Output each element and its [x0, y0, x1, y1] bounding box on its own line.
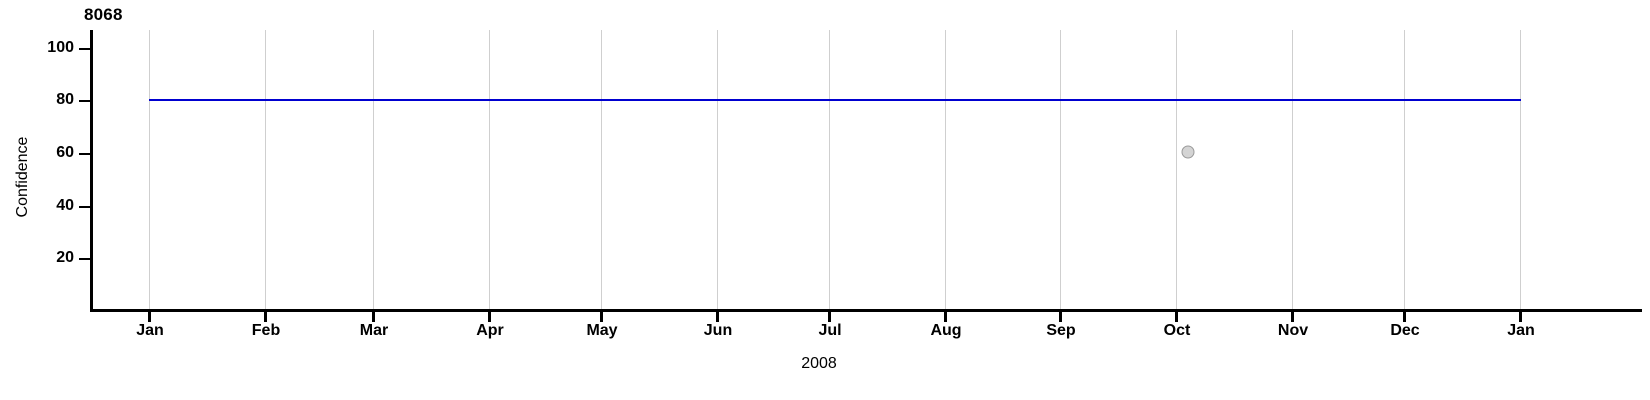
x-tick-5: [716, 312, 719, 322]
gridline-mar: [373, 30, 374, 309]
x-tick-1: [264, 312, 267, 322]
x-tick-label-12: Jan: [1507, 322, 1535, 339]
y-axis-line: [90, 30, 93, 312]
x-tick-label-5: Jun: [703, 322, 733, 339]
x-tick-2: [372, 312, 375, 322]
x-axis-title-text: 2008: [801, 355, 837, 372]
y-tick-60: [79, 153, 90, 155]
x-tick-label-11: Dec: [1390, 322, 1420, 339]
x-axis-line: [90, 309, 1642, 312]
x-tick-label-4: May: [586, 322, 618, 339]
chart-title: 8068: [84, 5, 123, 24]
threshold-line: [149, 99, 1521, 101]
y-tick-label-20: 20: [56, 249, 74, 266]
x-tick-label-10: Nov: [1277, 322, 1309, 339]
gridline-dec: [1404, 30, 1405, 309]
y-axis-title: Confidence: [14, 136, 31, 218]
x-tick-6: [828, 312, 831, 322]
x-tick-label-2: Mar: [359, 322, 389, 339]
x-tick-4: [600, 312, 603, 322]
gridline-feb: [265, 30, 266, 309]
gridline-jul: [829, 30, 830, 309]
gridline-apr: [489, 30, 490, 309]
x-tick-label-7: Aug: [930, 322, 962, 339]
data-point-detection[interactable]: [1181, 145, 1195, 159]
x-axis-title: 2008: [0, 355, 1650, 373]
x-tick-label-1: Feb: [251, 322, 281, 339]
x-tick-3: [488, 312, 491, 322]
gridline-oct: [1176, 30, 1177, 309]
y-tick-80: [79, 100, 90, 102]
y-tick-100: [79, 48, 90, 50]
x-tick-label-6: Jul: [818, 322, 842, 339]
gridline-sep: [1060, 30, 1061, 309]
gridline-aug: [945, 30, 946, 309]
x-tick-10: [1291, 312, 1294, 322]
gridline-nov: [1292, 30, 1293, 309]
y-tick-label-60: 60: [56, 144, 74, 161]
x-tick-label-0: Jan: [136, 322, 164, 339]
x-tick-label-3: Apr: [476, 322, 504, 339]
y-tick-40: [79, 206, 90, 208]
x-tick-label-8: Sep: [1046, 322, 1076, 339]
x-tick-9: [1175, 312, 1178, 322]
x-tick-7: [944, 312, 947, 322]
x-tick-8: [1059, 312, 1062, 322]
y-tick-label-100: 100: [47, 39, 74, 56]
gridline-jan-next: [1520, 30, 1521, 309]
y-tick-20: [79, 258, 90, 260]
x-tick-0: [148, 312, 151, 322]
gridline-jun: [717, 30, 718, 309]
gridline-may: [601, 30, 602, 309]
y-tick-label-40: 40: [56, 197, 74, 214]
x-tick-12: [1519, 312, 1522, 322]
x-tick-11: [1403, 312, 1406, 322]
y-tick-label-80: 80: [56, 91, 74, 108]
x-tick-label-9: Oct: [1163, 322, 1191, 339]
gridline-jan: [149, 30, 150, 309]
